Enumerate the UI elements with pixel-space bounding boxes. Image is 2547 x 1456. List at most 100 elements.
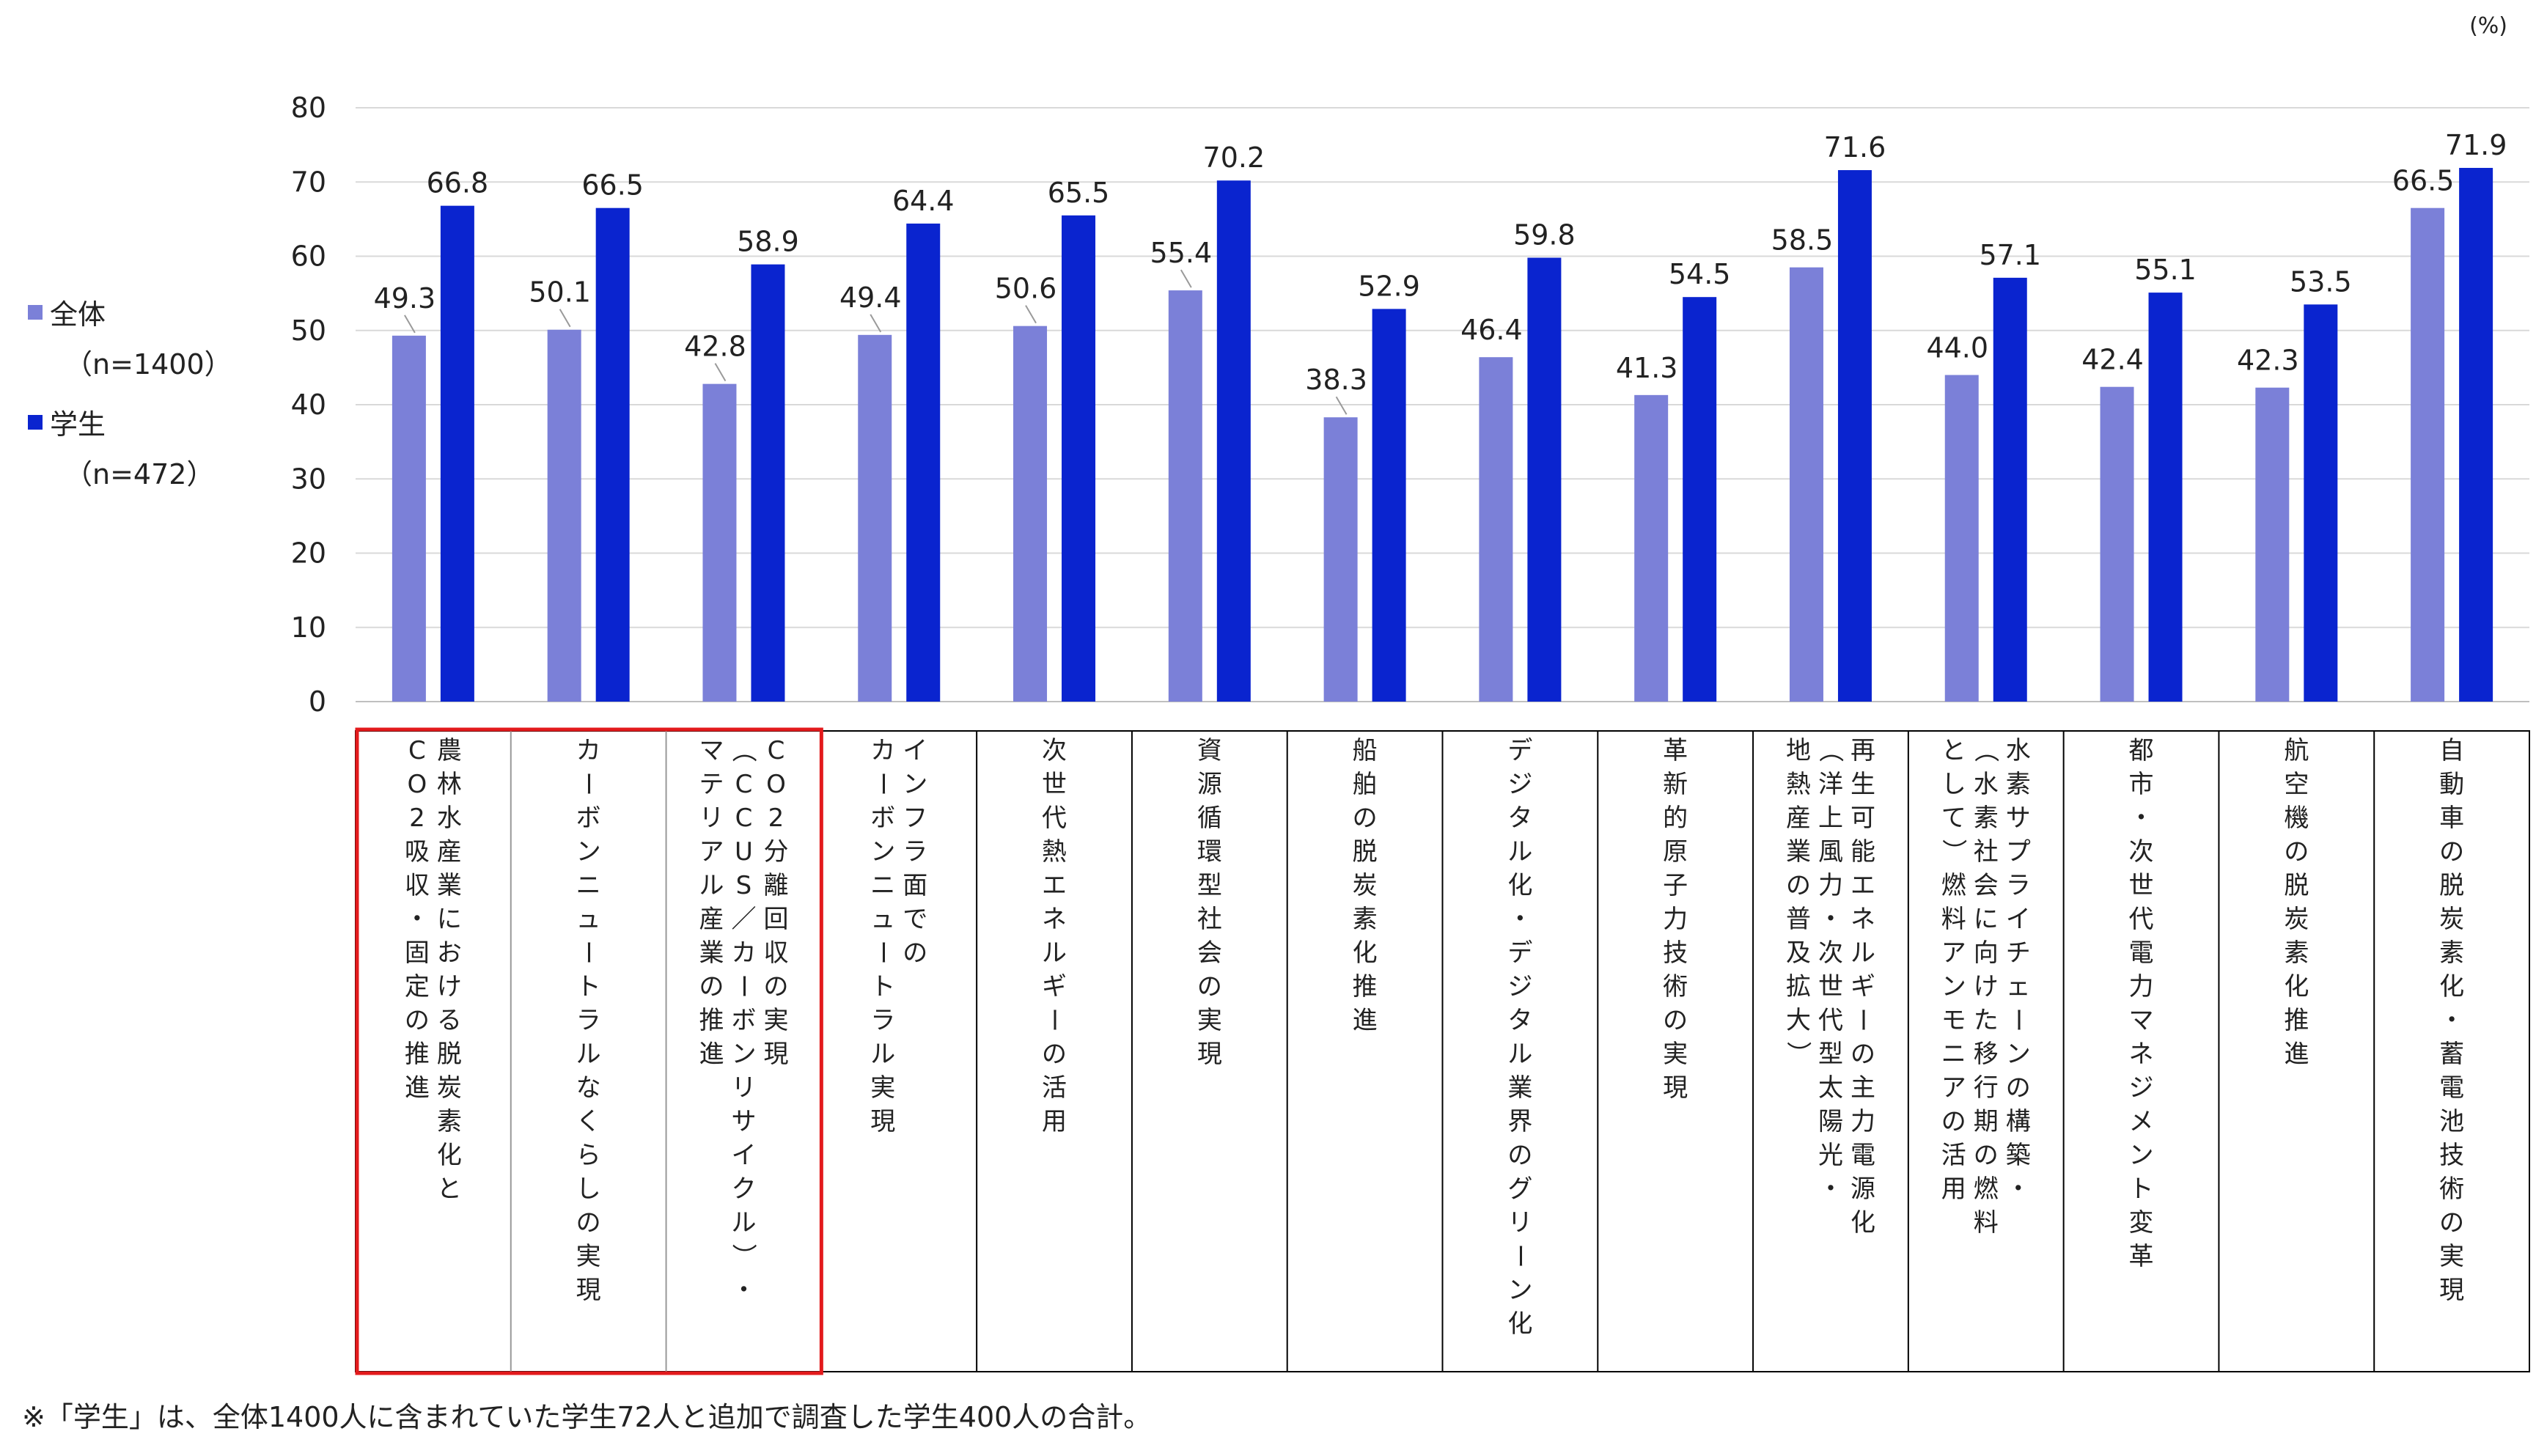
category-char: チ	[2006, 938, 2031, 968]
category-char: ニ	[576, 871, 601, 900]
category-char: エ	[1042, 871, 1067, 900]
data-label: 41.3	[1616, 352, 1678, 384]
leader-line	[559, 309, 571, 328]
category-char: 主	[1850, 1073, 1875, 1103]
bar-gakusei	[1372, 309, 1406, 702]
bar-gakusei	[595, 207, 630, 702]
bar-gakusei	[1527, 257, 1562, 702]
category-char: 代	[1042, 804, 1067, 833]
bar-zentai	[2100, 386, 2134, 702]
category-char: 代	[2129, 905, 2154, 934]
category-char: イ	[2006, 905, 2031, 934]
data-label: 58.5	[1771, 224, 1834, 257]
category-char: マ	[699, 736, 724, 765]
data-label: 66.8	[427, 167, 489, 199]
category-char: ュ	[870, 905, 895, 934]
bar-gakusei	[2148, 293, 2183, 702]
category-char: 実	[2439, 1242, 2464, 1271]
category-char: ／	[731, 905, 756, 934]
category-char: グ	[1507, 1174, 1532, 1204]
category-char: 水	[437, 804, 462, 833]
category-char: ジ	[1507, 972, 1532, 1001]
legend-sublabel: （n=1400）	[65, 348, 232, 380]
category-char: け	[437, 972, 462, 1001]
category-char: の	[576, 1208, 601, 1238]
category-char: に	[1974, 905, 1999, 934]
category-char: ボ	[731, 1006, 756, 1035]
bar-gakusei	[440, 205, 474, 702]
category-char: の	[1663, 1006, 1688, 1035]
category-char: 現	[1663, 1073, 1688, 1103]
category-char: 推	[2284, 1006, 2309, 1035]
data-label: 55.1	[2134, 254, 2197, 286]
bar-gakusei	[1683, 297, 1717, 702]
leader-line	[404, 315, 416, 334]
category-char: 会	[1974, 871, 1999, 900]
y-tick-label: 0	[309, 685, 326, 718]
category-char: ・	[1818, 905, 1843, 934]
category-char: ー	[1504, 1243, 1534, 1268]
bar-zentai	[702, 383, 737, 702]
category-char: メ	[2129, 1107, 2154, 1136]
category-char: な	[576, 1073, 601, 1103]
data-label: 55.4	[1150, 237, 1213, 269]
category-char: 次	[2129, 837, 2154, 867]
category-char: の	[1353, 804, 1378, 833]
category-char: の	[1941, 1107, 1966, 1136]
category-char: 進	[405, 1073, 430, 1103]
category-char: け	[1974, 972, 1999, 1001]
data-label: 50.1	[529, 276, 591, 309]
category-char: S	[736, 871, 752, 900]
category-char: 熱	[1786, 770, 1811, 799]
category-char: 機	[2284, 804, 2309, 833]
category-char: 新	[1663, 770, 1688, 799]
category-char: 及	[1786, 938, 1811, 968]
category-char: 原	[1663, 837, 1688, 867]
category-char: ー	[1039, 1007, 1068, 1032]
category-char: の	[2006, 1073, 2031, 1103]
category-char: 子	[1663, 871, 1688, 900]
data-label: 42.3	[2237, 345, 2299, 377]
category-char: ニ	[1941, 1040, 1966, 1069]
category-char: 脱	[1353, 837, 1378, 867]
leader-line	[870, 314, 882, 333]
bar-zentai	[2255, 387, 2290, 702]
bar-zentai	[858, 334, 892, 702]
category-char: 資	[1197, 736, 1222, 765]
category-char: 実	[763, 1006, 788, 1035]
category-char: C	[735, 804, 753, 833]
category-char: 産	[699, 905, 724, 934]
bar-zentai	[1944, 375, 1979, 702]
y-tick-label: 20	[291, 537, 326, 570]
category-char: し	[1941, 770, 1966, 799]
category-char: ェ	[2006, 972, 2031, 1001]
category-char: 素	[2439, 938, 2464, 968]
data-label: 66.5	[581, 169, 644, 202]
category-char: 陽	[1818, 1107, 1843, 1136]
bar-gakusei	[2459, 168, 2493, 702]
unit-label: (%)	[2469, 13, 2507, 39]
category-char: 料	[1941, 905, 1966, 934]
category-char: の	[1786, 871, 1811, 900]
category-char: 2	[409, 804, 425, 833]
legend-swatch	[28, 415, 43, 430]
category-char: 次	[1818, 938, 1843, 968]
category-char: ル	[699, 871, 724, 900]
category-char: ン	[903, 770, 927, 799]
category-char: 用	[1042, 1107, 1067, 1136]
category-char: ラ	[2006, 871, 2031, 900]
category-char: ン	[576, 837, 601, 867]
category-char: 業	[1786, 837, 1811, 867]
category-char: の	[1507, 1141, 1532, 1170]
category-char: 用	[1941, 1174, 1966, 1204]
category-char: 電	[1850, 1141, 1875, 1170]
category-char: 炭	[1353, 871, 1378, 900]
category-char: 太	[1818, 1073, 1843, 1103]
category-char: ・	[2129, 804, 2154, 833]
category-char: 農	[437, 736, 462, 765]
category-char: ル	[731, 1208, 756, 1238]
category-char: ュ	[576, 905, 601, 934]
category-char: 社	[1197, 905, 1222, 934]
